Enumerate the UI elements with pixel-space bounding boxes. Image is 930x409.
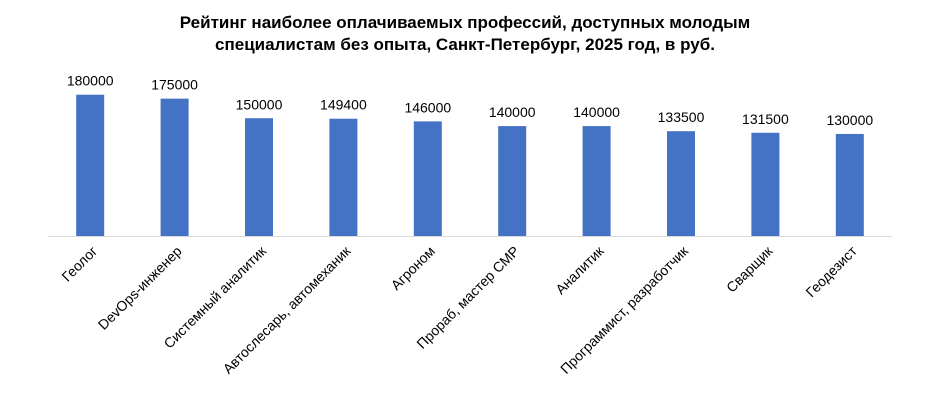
- bar: [329, 118, 358, 236]
- category-label: Аналитик: [552, 242, 607, 297]
- bar: [835, 133, 864, 236]
- data-label: 180000: [67, 73, 114, 89]
- chart-title-line-2: специалистам без опыта, Санкт-Петербург,…: [215, 35, 715, 54]
- data-label: 146000: [404, 99, 451, 115]
- data-label: 175000: [151, 77, 198, 93]
- bar: [245, 118, 273, 236]
- data-label: 131500: [742, 111, 789, 127]
- data-label: 149400: [320, 97, 367, 113]
- category-label: Геодезист: [802, 242, 860, 300]
- data-label: 150000: [236, 96, 283, 112]
- chart-title: Рейтинг наиболее оплачиваемых профессий,…: [0, 12, 930, 56]
- category-label: Геолог: [59, 243, 101, 285]
- data-label: 140000: [489, 104, 536, 120]
- data-label: 140000: [573, 104, 620, 120]
- category-label: Сварщик: [723, 242, 776, 295]
- bar: [413, 121, 442, 236]
- data-label: 130000: [826, 112, 873, 128]
- bar: [582, 126, 611, 236]
- bar: [160, 98, 189, 236]
- bar: [498, 126, 527, 236]
- category-label: DevOps-инженер: [95, 243, 185, 333]
- chart-title-line-1: Рейтинг наиболее оплачиваемых профессий,…: [179, 13, 751, 32]
- bar: [751, 132, 780, 236]
- data-label: 133500: [658, 109, 705, 125]
- bar: [76, 94, 105, 236]
- bar: [667, 131, 695, 236]
- category-label: Агроном: [388, 243, 438, 293]
